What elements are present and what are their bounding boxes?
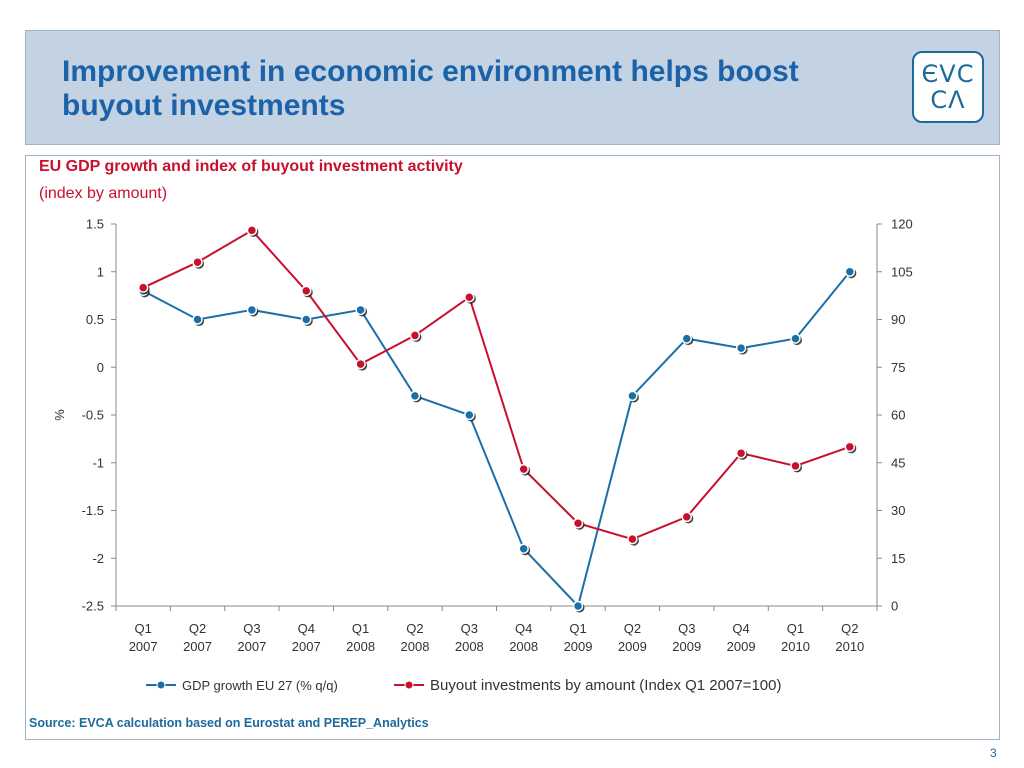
x-tick-label-year: 2009 — [618, 639, 647, 654]
y2-tick-label: 60 — [891, 408, 905, 423]
x-tick-label-year: 2008 — [509, 639, 538, 654]
page-number: 3 — [990, 746, 997, 760]
x-tick-label-quarter: Q1 — [135, 621, 152, 636]
data-point-1 — [301, 285, 312, 297]
y-tick-label: 0.5 — [86, 312, 104, 327]
x-tick-label-quarter: Q3 — [461, 621, 478, 636]
evca-logo: ЄVC CΛ — [912, 51, 984, 123]
series-line-0 — [142, 271, 851, 608]
x-tick-label-year: 2008 — [346, 639, 375, 654]
y2-tick-label: 30 — [891, 503, 905, 518]
x-tick-label-year: 2007 — [237, 639, 266, 654]
data-point-1 — [572, 517, 584, 529]
data-point-0 — [844, 266, 856, 277]
chart-title: EU GDP growth and index of buyout invest… — [39, 158, 463, 175]
data-point-0 — [572, 600, 584, 612]
chart-panel: EU GDP growth and index of buyout invest… — [25, 155, 1000, 740]
data-point-0 — [627, 390, 638, 402]
y-tick-label: -1 — [92, 455, 104, 470]
legend-entry: Buyout investments by amount (Index Q1 2… — [430, 677, 781, 694]
legend-swatch-marker — [156, 680, 166, 690]
data-point-1 — [627, 533, 638, 545]
y2-tick-label: 15 — [891, 551, 905, 566]
page-title: Improvement in economic environment help… — [62, 55, 799, 122]
x-tick-label-year: 2008 — [401, 639, 430, 654]
data-point-0 — [409, 390, 421, 402]
data-point-0 — [355, 304, 366, 316]
data-point-1 — [246, 225, 258, 236]
data-point-0 — [790, 333, 801, 344]
x-tick-label-year: 2009 — [672, 639, 701, 654]
y-tick-label: -2 — [92, 551, 104, 566]
x-tick-label-quarter: Q4 — [732, 621, 749, 636]
x-tick-label-year: 2009 — [727, 639, 756, 654]
x-tick-label-quarter: Q4 — [298, 621, 315, 636]
data-point-1 — [192, 256, 203, 268]
header-banner: Improvement in economic environment help… — [25, 30, 1000, 145]
data-point-1 — [681, 511, 692, 523]
x-tick-label-year: 2008 — [455, 639, 484, 654]
data-point-0 — [518, 543, 529, 554]
data-point-0 — [464, 409, 475, 421]
y-tick-label: -1.5 — [82, 503, 104, 518]
x-tick-label-quarter: Q2 — [841, 621, 858, 636]
x-tick-label-quarter: Q1 — [569, 621, 586, 636]
data-point-0 — [681, 333, 692, 344]
y2-tick-label: 120 — [891, 217, 913, 232]
x-tick-label-year: 2009 — [564, 639, 593, 654]
chart-subtitle: (index by amount) — [39, 185, 168, 202]
source-note: Source: EVCA calculation based on Eurost… — [29, 716, 429, 730]
data-point-1 — [409, 330, 421, 341]
x-tick-label-year: 2010 — [781, 639, 810, 654]
x-tick-label-quarter: Q3 — [243, 621, 260, 636]
data-point-0 — [735, 342, 747, 354]
data-point-1 — [844, 441, 856, 453]
data-point-1 — [464, 291, 475, 303]
y-tick-label: 0 — [97, 360, 104, 375]
x-tick-label-quarter: Q1 — [352, 621, 369, 636]
x-tick-label-year: 2007 — [292, 639, 321, 654]
data-point-1 — [735, 447, 747, 459]
x-tick-label-year: 2007 — [129, 639, 158, 654]
data-point-1 — [518, 463, 529, 475]
x-tick-label-quarter: Q2 — [189, 621, 206, 636]
data-point-0 — [192, 314, 203, 325]
x-tick-label-year: 2007 — [183, 639, 212, 654]
y2-tick-label: 75 — [891, 360, 905, 375]
logo-text-bottom: CΛ — [930, 86, 966, 114]
y2-tick-label: 0 — [891, 599, 898, 614]
y-tick-label: -2.5 — [82, 599, 104, 614]
y2-tick-label: 45 — [891, 455, 905, 470]
data-point-0 — [301, 314, 312, 325]
y-tick-label: 1 — [97, 264, 104, 279]
series-line-1 — [142, 229, 851, 541]
x-tick-label-year: 2010 — [835, 639, 864, 654]
y-tick-label: 1.5 — [86, 217, 104, 232]
line-chart: 1.5 1 0.5 0 -0.5 -1 -1.5 -2 -2.5 120 105 90 75 60 45 30… — [52, 217, 913, 695]
y2-tick-label: 105 — [891, 264, 913, 279]
legend-swatch-marker — [404, 680, 414, 690]
data-point-1 — [355, 358, 366, 370]
data-point-0 — [246, 304, 258, 316]
x-tick-label-quarter: Q3 — [678, 621, 695, 636]
x-tick-label-quarter: Q2 — [624, 621, 641, 636]
y-axis-label: % — [52, 409, 67, 421]
x-tick-label-quarter: Q4 — [515, 621, 532, 636]
y-tick-label: -0.5 — [82, 408, 104, 423]
data-point-1 — [790, 460, 801, 472]
x-tick-label-quarter: Q2 — [406, 621, 423, 636]
data-point-1 — [137, 282, 149, 293]
logo-text-top: ЄVC — [921, 60, 975, 88]
legend-entry: GDP growth EU 27 (% q/q) — [182, 678, 338, 693]
x-tick-label-quarter: Q1 — [787, 621, 804, 636]
y2-tick-label: 90 — [891, 312, 905, 327]
